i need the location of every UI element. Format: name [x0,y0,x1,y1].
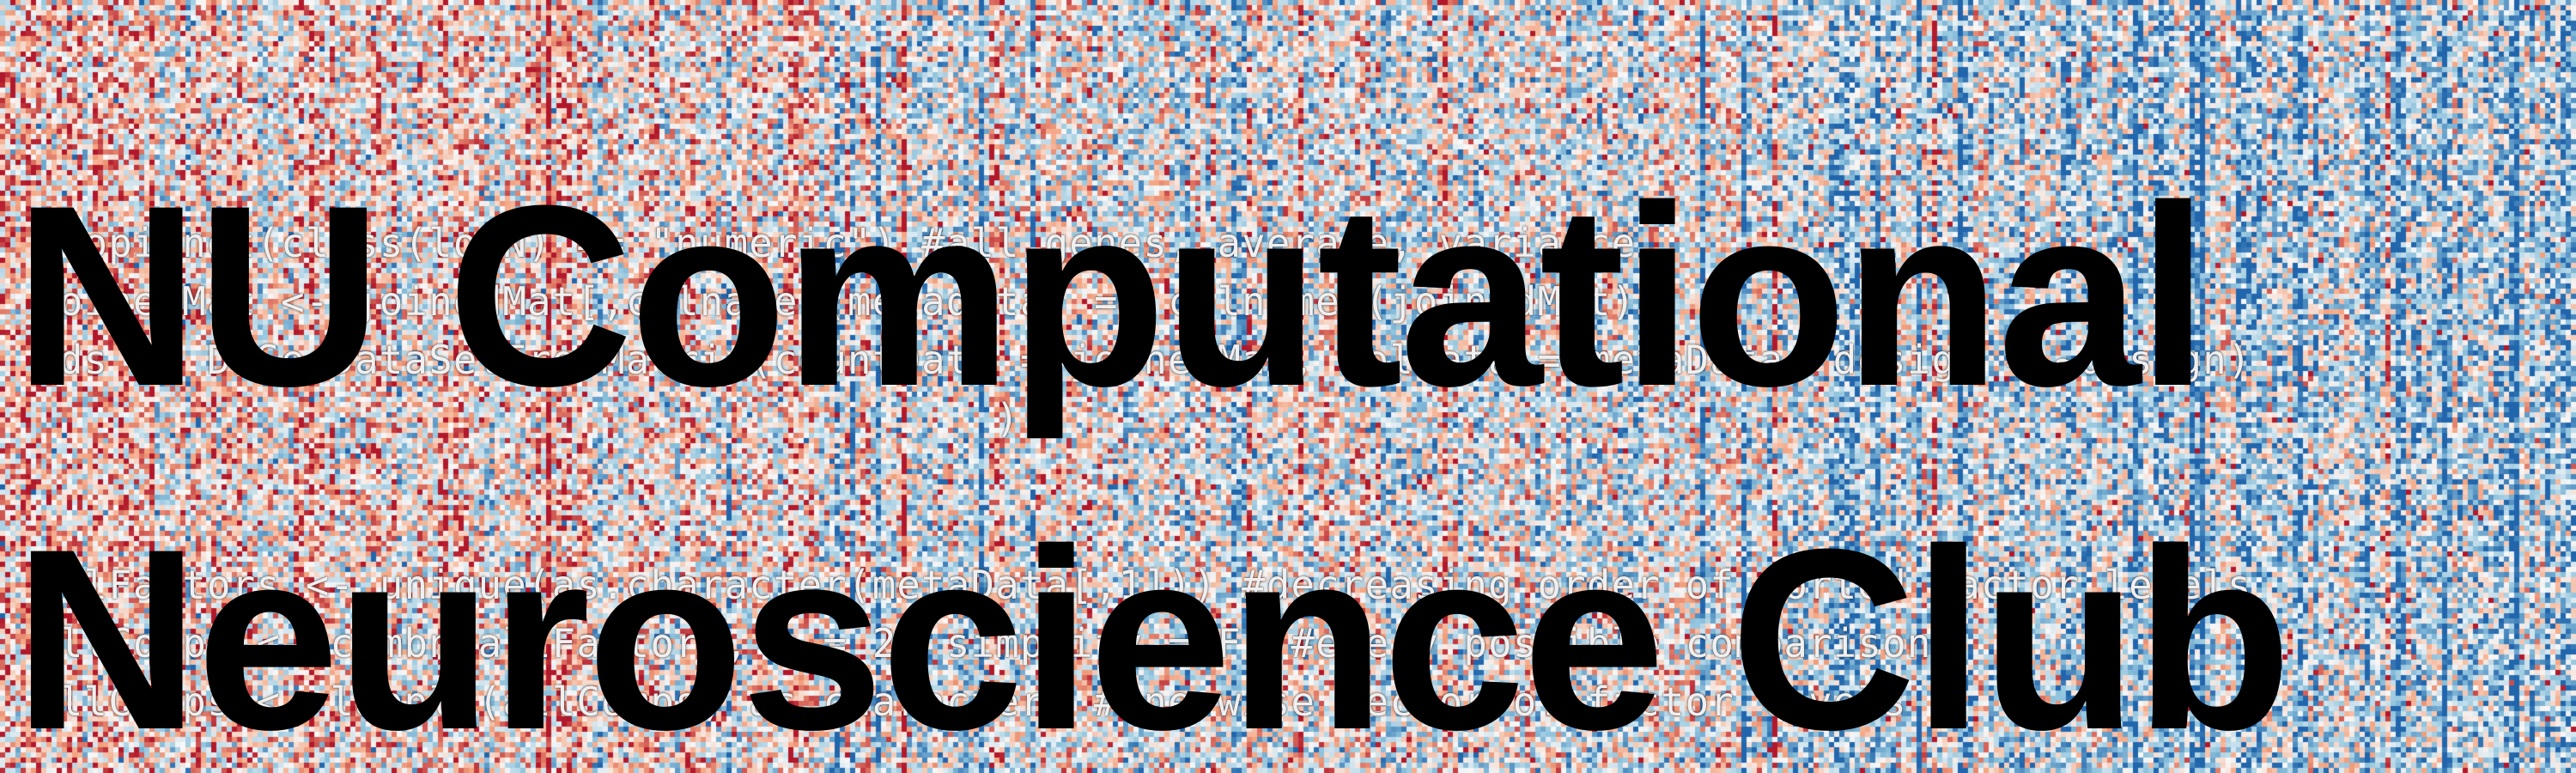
code-line: dds <- DESeqDataSetFromMatrix(countData … [34,337,2252,383]
code-line: allComps <- combn(allFactors, m = 2, sim… [34,620,1932,666]
banner-title-line-1: NU Computational [14,151,2209,440]
code-line: stopifnot(class(logN) == "numeric") #all… [34,220,1637,266]
banner-title-line-2: Neuroscience Club [14,495,2292,773]
code-line: allComps <- lapply(allComps, as.characte… [34,679,1907,725]
code-line: allFactors <- unique(as.character(metaDa… [34,562,2252,608]
code-line: ) [34,395,1020,441]
code-line: joinedMat <- joinedMat[,colnames(metadat… [34,278,1661,325]
